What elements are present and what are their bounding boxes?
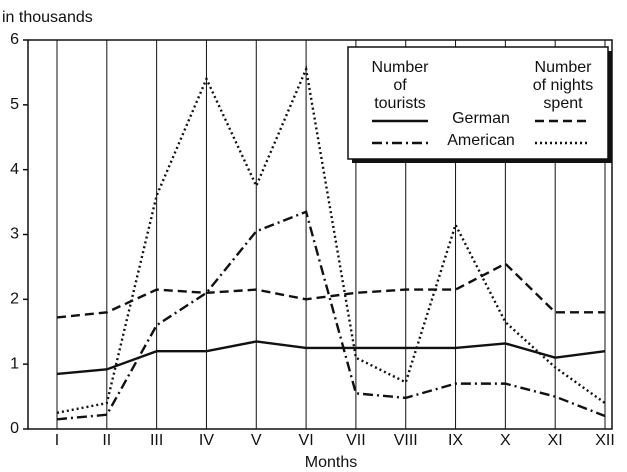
x-tick-label: XI	[548, 432, 563, 449]
x-tick-label: II	[102, 432, 111, 449]
legend-column-header: spent	[543, 95, 583, 112]
y-axis-label: in thousands	[2, 9, 93, 26]
y-tick-label: 5	[10, 96, 19, 113]
legend-row-label: American	[447, 132, 515, 149]
x-tick-label: III	[150, 432, 163, 449]
legend-column-header: Number	[372, 59, 430, 76]
legend-row-label: German	[452, 110, 510, 127]
x-tick-label: X	[500, 432, 511, 449]
y-tick-label: 1	[10, 355, 19, 372]
data-line	[56, 262, 605, 319]
y-tick-label: 2	[10, 291, 19, 308]
x-tick-label: XII	[595, 432, 615, 449]
x-tick-label: VI	[299, 432, 314, 449]
x-axis-label: Months	[305, 454, 357, 471]
x-tick-label: IV	[199, 432, 214, 449]
y-tick-label: 3	[10, 226, 19, 243]
x-tick-label: VII	[346, 432, 366, 449]
y-tick-label: 4	[10, 161, 19, 178]
x-tick-label: I	[55, 432, 59, 449]
legend-box	[347, 46, 609, 160]
x-tick-label: IX	[448, 432, 463, 449]
y-tick-label: 0	[10, 420, 19, 437]
x-tick-label: V	[251, 432, 262, 449]
legend-column-header: of	[393, 77, 407, 94]
x-tick-label: VIII	[394, 432, 418, 449]
y-tick-label: 6	[10, 31, 19, 48]
legend-column-header: tourists	[374, 95, 426, 112]
data-line	[56, 340, 606, 376]
data-line	[56, 210, 606, 421]
legend-column-header: Number	[535, 59, 593, 76]
legend-column-header: of nights	[533, 77, 593, 94]
